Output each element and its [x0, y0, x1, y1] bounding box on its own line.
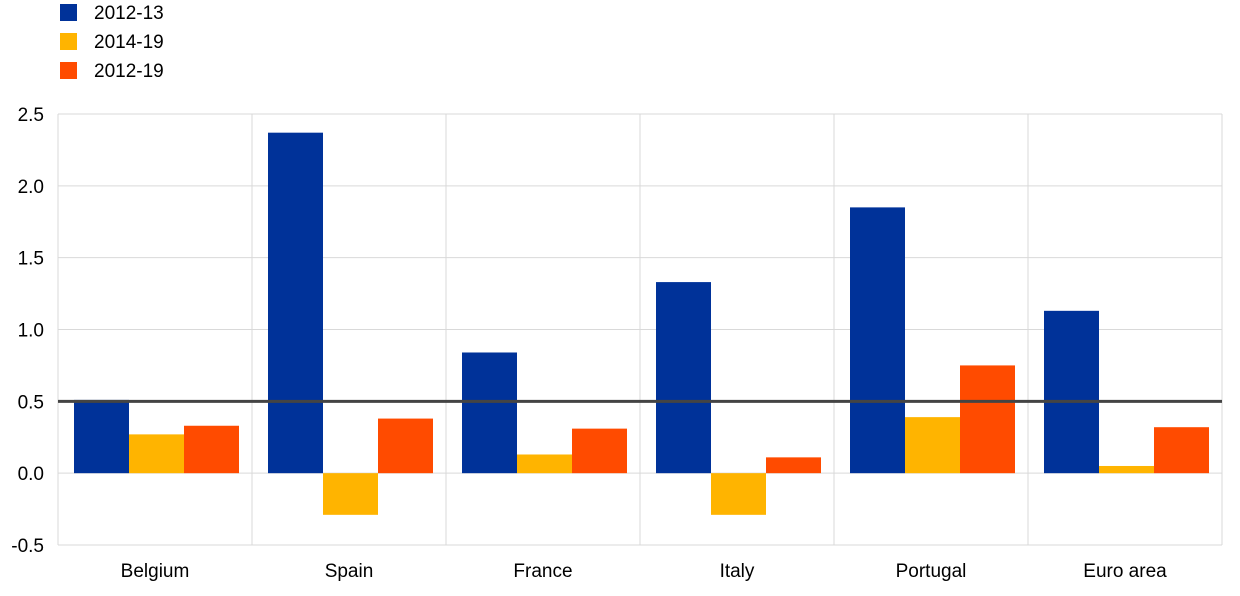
bar-2012-13 [462, 352, 517, 474]
legend-label: 2012-13 [94, 3, 164, 24]
bar-2012-13 [268, 132, 323, 474]
legend-swatch [60, 33, 77, 50]
x-tick-label: Belgium [121, 561, 190, 582]
legend-label: 2014-19 [94, 32, 164, 53]
x-tick-label: Italy [720, 561, 755, 582]
bar-2012-19 [572, 428, 627, 474]
bar-2012-13 [1044, 310, 1099, 474]
y-tick-label: 2.5 [18, 105, 44, 126]
x-tick-label: Spain [325, 561, 374, 582]
x-tick-label: France [513, 561, 572, 582]
bar-2014-19 [1099, 465, 1154, 474]
y-tick-label: -0.5 [11, 536, 44, 557]
bar-2012-19 [960, 365, 1015, 474]
x-tick-label: Portugal [896, 561, 967, 582]
y-tick-label: 2.0 [18, 177, 44, 198]
bar-2012-19 [378, 418, 433, 474]
legend-swatch [60, 4, 77, 21]
bar-2012-19 [1154, 427, 1209, 474]
y-tick-label: 0.5 [18, 392, 44, 413]
legend-swatch [60, 62, 77, 79]
bar-2012-19 [184, 425, 239, 474]
bar-2014-19 [129, 434, 184, 474]
bar-2014-19 [905, 417, 960, 474]
y-tick-label: 1.5 [18, 249, 44, 270]
bar-2012-13 [850, 207, 905, 474]
bar-2012-13 [74, 399, 129, 474]
y-tick-label: 1.0 [18, 321, 44, 342]
bar-2014-19 [323, 473, 378, 515]
bar-2014-19 [711, 473, 766, 515]
bar-2012-19 [766, 457, 821, 474]
y-tick-label: 0.0 [18, 464, 44, 485]
bar-2012-13 [656, 282, 711, 474]
bar-2014-19 [517, 454, 572, 474]
x-tick-label: Euro area [1083, 561, 1167, 582]
legend-label: 2012-19 [94, 61, 164, 82]
